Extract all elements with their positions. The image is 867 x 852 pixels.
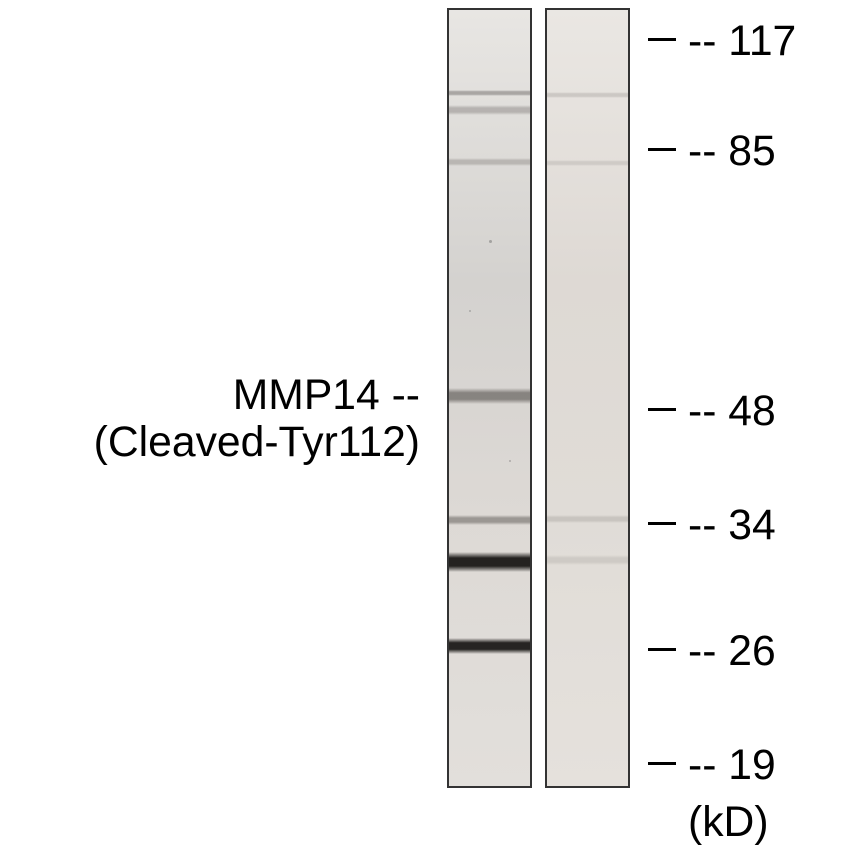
western-blot-figure: MMP14 -- (Cleaved-Tyr112) -- 117 -- 85 -- … [0, 0, 867, 852]
blot-lane-1 [447, 8, 532, 788]
blot-band [449, 158, 530, 166]
blot-band [547, 555, 628, 565]
blot-band [547, 160, 628, 166]
noise-speck [489, 240, 492, 243]
target-label-line2: (Cleaved-Tyr112) [20, 419, 420, 466]
blot-band [449, 90, 530, 96]
marker-tick [648, 762, 676, 765]
unit-label: (kD) [688, 798, 769, 847]
blot-band [547, 515, 628, 523]
blot-band [449, 105, 530, 115]
blot-band [547, 92, 628, 98]
noise-speck [469, 310, 471, 312]
target-antibody-label: MMP14 -- (Cleaved-Tyr112) [20, 372, 420, 466]
marker-label: -- 117 [688, 17, 796, 66]
lane2-background [547, 10, 628, 786]
marker-label: -- 34 [688, 501, 776, 550]
marker-tick [648, 148, 676, 151]
marker-label: -- 48 [688, 387, 776, 436]
marker-label: -- 26 [688, 627, 776, 676]
target-label-line1: MMP14 -- [20, 372, 420, 419]
blot-lane-2 [545, 8, 630, 788]
marker-tick [648, 408, 676, 411]
marker-label: -- 85 [688, 127, 776, 176]
blot-band [449, 552, 530, 572]
noise-speck [509, 460, 511, 462]
blot-band [449, 515, 530, 525]
marker-tick [648, 522, 676, 525]
blot-band [449, 638, 530, 654]
marker-tick [648, 38, 676, 41]
marker-tick [648, 648, 676, 651]
blot-band [449, 388, 530, 404]
marker-label: -- 19 [688, 741, 776, 790]
